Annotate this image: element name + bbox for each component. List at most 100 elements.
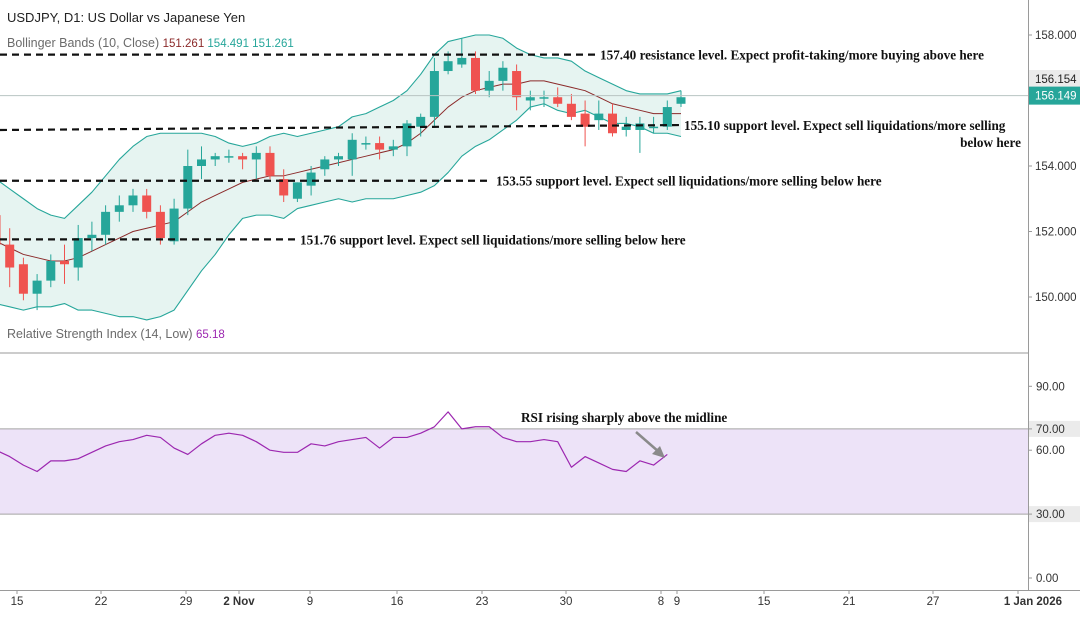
candle	[18, 257, 28, 301]
bollinger-fill	[0, 35, 681, 320]
candle	[279, 169, 289, 203]
candle	[0, 215, 1, 245]
candle	[429, 57, 439, 127]
candle-body	[566, 103, 576, 117]
level-label: 155.10 support level. Expect sell liquid…	[684, 118, 1006, 133]
candle-body	[279, 179, 289, 196]
candle	[60, 244, 69, 284]
time-tick-label: 16	[391, 596, 404, 608]
rsi-arrow-shaft	[635, 431, 660, 453]
candle	[306, 166, 316, 196]
candle-body	[183, 166, 193, 209]
candle	[361, 136, 371, 150]
current-price-badge	[1029, 86, 1080, 105]
time-axis[interactable]: 15 22 29 2 Nov 9 16 23 30 8 9 15 21 27 1 Jan 2026	[11, 590, 1062, 608]
candle-body	[251, 152, 261, 160]
time-tick-label: 30	[560, 596, 573, 608]
candle-body	[142, 195, 152, 212]
candle	[32, 274, 42, 311]
candle	[539, 90, 549, 108]
candle	[388, 139, 398, 157]
candle-body	[169, 208, 179, 242]
candle-body	[73, 238, 83, 268]
candle-body	[388, 146, 398, 150]
candle-body	[580, 113, 590, 127]
rsi-level-badge	[1029, 506, 1080, 523]
candle-body	[484, 80, 494, 91]
current-price-label: 156.149	[1035, 91, 1077, 103]
candle	[594, 100, 604, 130]
candle	[169, 198, 179, 245]
candle-body	[114, 205, 124, 212]
candle	[375, 136, 385, 160]
last-close-badge	[1029, 70, 1080, 87]
candle-body	[525, 97, 535, 101]
candle-body	[334, 156, 343, 160]
candle	[512, 64, 522, 111]
price-axis[interactable]: 158.000156.000154.000152.000150.000156.1…	[1028, 30, 1080, 304]
candle-body	[224, 156, 234, 158]
rsi-axis[interactable]: 90.00 70.00 60.00 30.00 0.00	[1028, 381, 1080, 585]
candle-body	[320, 159, 330, 170]
candle-body	[5, 244, 15, 268]
candle	[635, 116, 645, 153]
candle	[484, 71, 494, 98]
rsi-legend: Relative Strength Index (14, Low) 65.18	[7, 327, 225, 341]
candle	[197, 146, 206, 180]
candle-body	[18, 264, 28, 294]
time-tick-label: 15	[758, 596, 771, 608]
rsi-legend-value: 65.18	[196, 329, 225, 341]
candle	[73, 224, 83, 281]
candle-body	[265, 152, 275, 176]
candle-body	[553, 97, 563, 104]
candle	[183, 149, 193, 216]
candle	[265, 146, 275, 180]
time-tick-label: 27	[927, 596, 940, 608]
rsi-arrow-head	[652, 446, 665, 458]
rsi-legend-label: Relative Strength Index (14, Low)	[7, 327, 196, 341]
candle	[210, 152, 220, 166]
candle-body	[429, 71, 439, 117]
candle	[251, 146, 261, 180]
bb-legend: Bollinger Bands (10, Close) 151.261 154.…	[7, 36, 294, 50]
candle-body	[649, 126, 659, 129]
rsi-line	[0, 411, 668, 473]
candle-body	[361, 143, 371, 145]
level-line	[0, 123, 681, 132]
candle-body	[101, 211, 111, 235]
time-tick-label: 15	[11, 596, 24, 608]
candle	[142, 188, 152, 219]
candle	[46, 254, 56, 288]
candle	[292, 182, 302, 203]
candle	[676, 90, 686, 108]
bb-legend-label: Bollinger Bands (10, Close)	[7, 36, 163, 50]
time-tick-label: 2 Nov	[223, 596, 255, 608]
rsi-level-badge	[1029, 420, 1080, 437]
candle-body	[608, 113, 617, 134]
candle-body	[0, 215, 1, 245]
chart-title: USDJPY, D1: US Dollar vs Japanese Yen	[7, 10, 245, 25]
rsi-plot	[0, 411, 1028, 515]
level-label: 153.55 support level. Expect sell liquid…	[496, 174, 882, 189]
candle-body	[60, 260, 69, 265]
candle-body	[128, 195, 138, 206]
candle-body	[155, 211, 165, 239]
bb-legend-value: 154.491	[207, 38, 252, 50]
time-tick-label: 23	[476, 596, 489, 608]
price-tick-label: 158.000	[1035, 30, 1077, 42]
candle-body	[375, 143, 385, 150]
candle	[155, 205, 165, 245]
candle-body	[87, 234, 97, 239]
candle	[128, 188, 138, 212]
price-tick-label: 154.000	[1035, 161, 1077, 173]
candle-body	[210, 156, 220, 160]
candle	[347, 133, 357, 176]
candle	[402, 120, 412, 157]
candle	[580, 100, 590, 147]
bb-legend-value: 151.261	[163, 38, 208, 50]
candle-body	[347, 139, 357, 160]
candle-body	[594, 113, 604, 121]
candle-body	[539, 97, 549, 99]
